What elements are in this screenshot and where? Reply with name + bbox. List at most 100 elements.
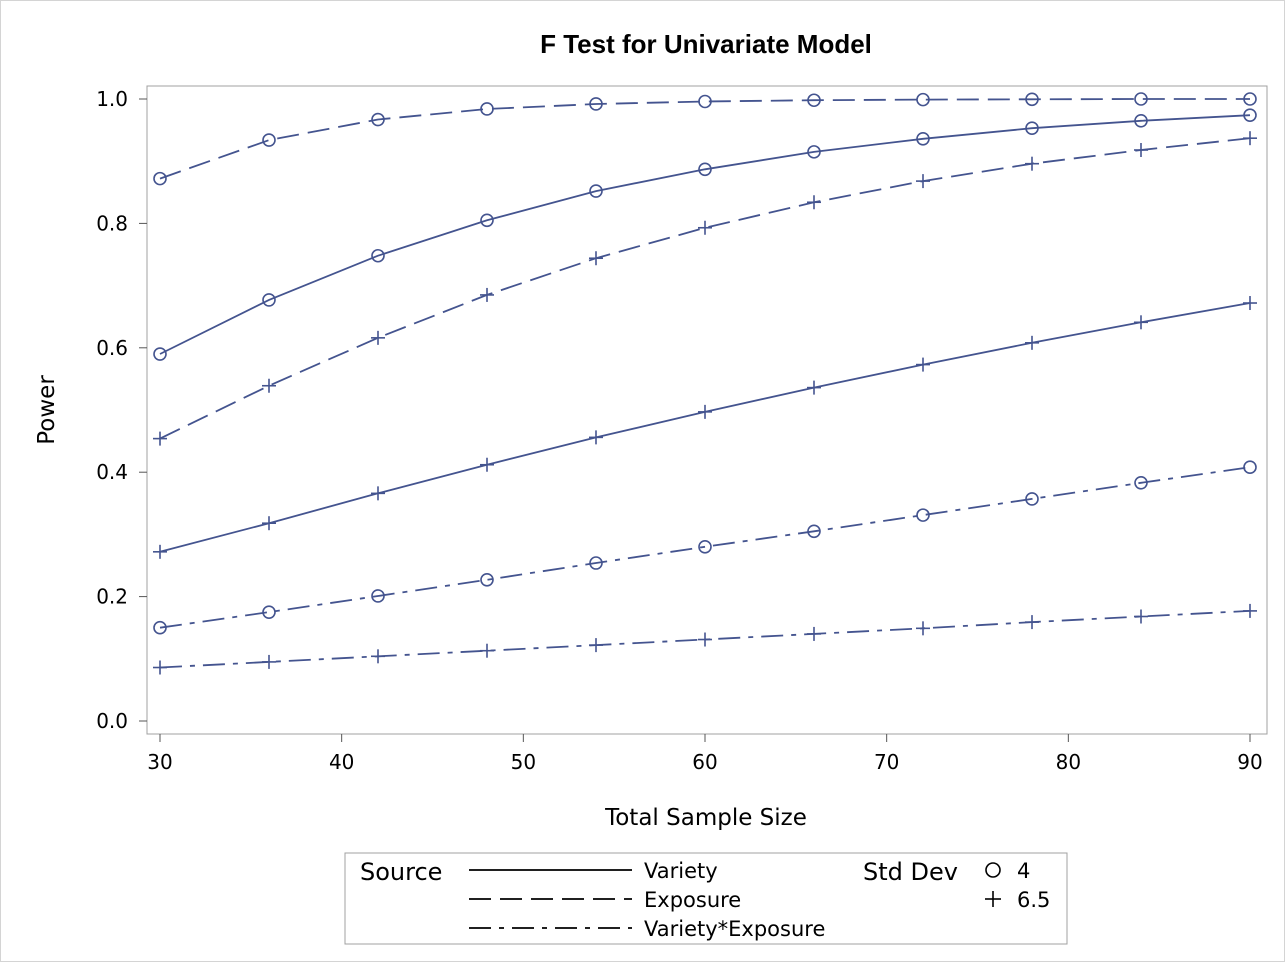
data-point [589,251,603,266]
data-point [1134,143,1148,158]
data-point [698,540,712,554]
data-point [807,380,821,395]
data-point [698,220,712,235]
y-axis-label: Power [34,375,60,445]
data-point [1134,315,1148,330]
legend: Source Std Dev Variety Exposure Variety*Ex… [344,852,1068,945]
data-point [480,102,494,116]
data-point [698,94,712,109]
y-tick-label: 0.0 [96,709,128,733]
data-point [1243,92,1257,106]
y-tick-label: 0.2 [96,585,128,609]
data-point [371,248,385,263]
data-point [1134,113,1148,128]
data-point [153,620,167,635]
data-point [698,162,712,177]
data-point [371,649,385,664]
data-point [153,544,167,559]
data-point [1134,475,1148,490]
data-point [480,457,494,472]
series-line [159,114,1251,355]
data-point [589,97,603,111]
data-point [262,605,276,619]
legend-source-label: Variety [644,859,718,883]
y-tick-label: 1.0 [96,87,128,111]
data-point [1134,609,1148,624]
data-point [371,330,385,345]
legend-source-label: Exposure [644,888,741,912]
x-tick-label: 30 [147,750,172,774]
data-point [916,132,930,146]
legend-stddev-label: 6.5 [1017,888,1050,912]
series-variety-x-exposure-sd-4 [153,460,1257,635]
x-tick-label: 70 [874,750,899,774]
data-point [371,486,385,501]
data-point [1025,92,1039,107]
y-tick-label: 0.6 [96,336,128,360]
series-line [159,466,1251,629]
legend-source-title: Source [360,858,442,886]
plot-area [146,85,1268,735]
data-point [1025,156,1039,171]
x-axis-label: Total Sample Size [604,805,807,831]
data-point [153,347,167,361]
series-line [159,98,1250,180]
x-tick-label: 40 [329,750,354,774]
data-point [371,112,385,127]
legend-plus-marker [985,891,1001,907]
data-point [807,626,821,641]
series-variety-sd-6.5 [153,296,1257,559]
data-point [480,287,494,302]
data-point [807,93,821,108]
x-tick-label: 80 [1056,750,1081,774]
data-point [262,378,276,393]
series-variety-sd-4 [153,108,1257,361]
data-point [371,589,385,603]
data-point [480,643,494,658]
x-tick-label: 50 [511,750,536,774]
data-point [589,556,603,570]
data-point [1025,492,1039,506]
series-line [159,610,1251,669]
series-variety-x-exposure-sd-6.5 [153,603,1257,675]
data-point [1025,335,1039,350]
data-point [1243,131,1257,146]
data-point [589,430,603,445]
data-point [262,293,276,307]
data-point [807,145,821,159]
chart-title: F Test for Univariate Model [540,29,872,59]
series-line [159,137,1251,440]
data-point [153,171,167,186]
legend-source-label: Variety*Exposure [644,917,825,941]
data-point [1025,615,1039,630]
data-point [807,524,821,539]
y-tick-label: 0.8 [96,211,128,235]
x-tick-label: 60 [692,750,717,774]
series-layer [153,92,1257,675]
data-point [916,174,930,189]
data-point [589,184,603,198]
legend-stddev-label: 4 [1017,859,1030,883]
x-tick-label: 90 [1237,750,1262,774]
data-point [262,516,276,531]
data-point [807,195,821,210]
data-point [1243,460,1257,475]
data-point [916,508,930,522]
legend-circle-marker [985,862,1001,878]
data-point [262,654,276,669]
legend-source-items: Variety Exposure Variety*Exposure [469,859,825,941]
data-point [589,638,603,653]
data-point [698,404,712,419]
data-point [916,92,930,107]
legend-stddev-items: 46.5 [985,859,1050,912]
data-point [1243,296,1257,311]
data-point [153,660,167,675]
y-tick-label: 0.4 [96,460,128,484]
legend-stddev-title: Std Dev [863,858,958,886]
series-exposure-sd-6.5 [153,131,1257,446]
y-axis: 0.0 0.2 0.4 0.6 0.8 1.0 [96,87,147,733]
data-point [1134,92,1148,106]
series-exposure-sd-4 [153,92,1257,186]
data-point [1025,121,1039,136]
